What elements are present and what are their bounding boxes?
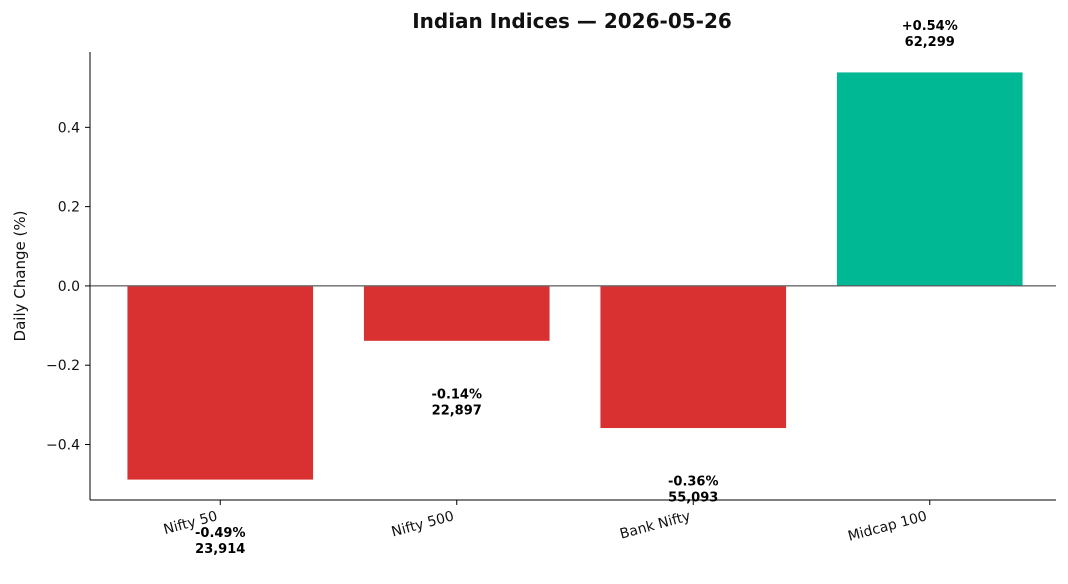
y-tick-label: 0.2 [58,200,80,216]
data-label-level: 23,914 [195,542,245,557]
data-label-pct: -0.49% [195,526,246,541]
data-label-pct: -0.14% [432,387,483,402]
data-label-level: 55,093 [668,491,718,506]
x-tick-label: Nifty 500 [390,508,456,540]
bar-1 [126,285,315,481]
chart-title: Indian Indices — 2026-05-26 [412,9,732,33]
y-axis-label: Daily Change (%) [11,211,29,342]
y-tick-label: −0.4 [46,437,80,453]
x-tick-label: Bank Nifty [618,508,692,542]
y-tick-label: 0.0 [58,279,80,295]
data-label-pct: -0.36% [668,475,719,490]
data-label-level: 22,897 [432,403,482,418]
data-label-level: 62,299 [905,35,955,50]
y-tick-label: −0.2 [46,358,80,374]
x-tick-label: Midcap 100 [846,508,929,544]
data-label-pct: +0.54% [902,19,958,34]
bar-3 [599,285,788,430]
y-tick-label: 0.4 [58,120,80,136]
bar-2 [362,285,551,343]
bar-4 [835,71,1024,287]
